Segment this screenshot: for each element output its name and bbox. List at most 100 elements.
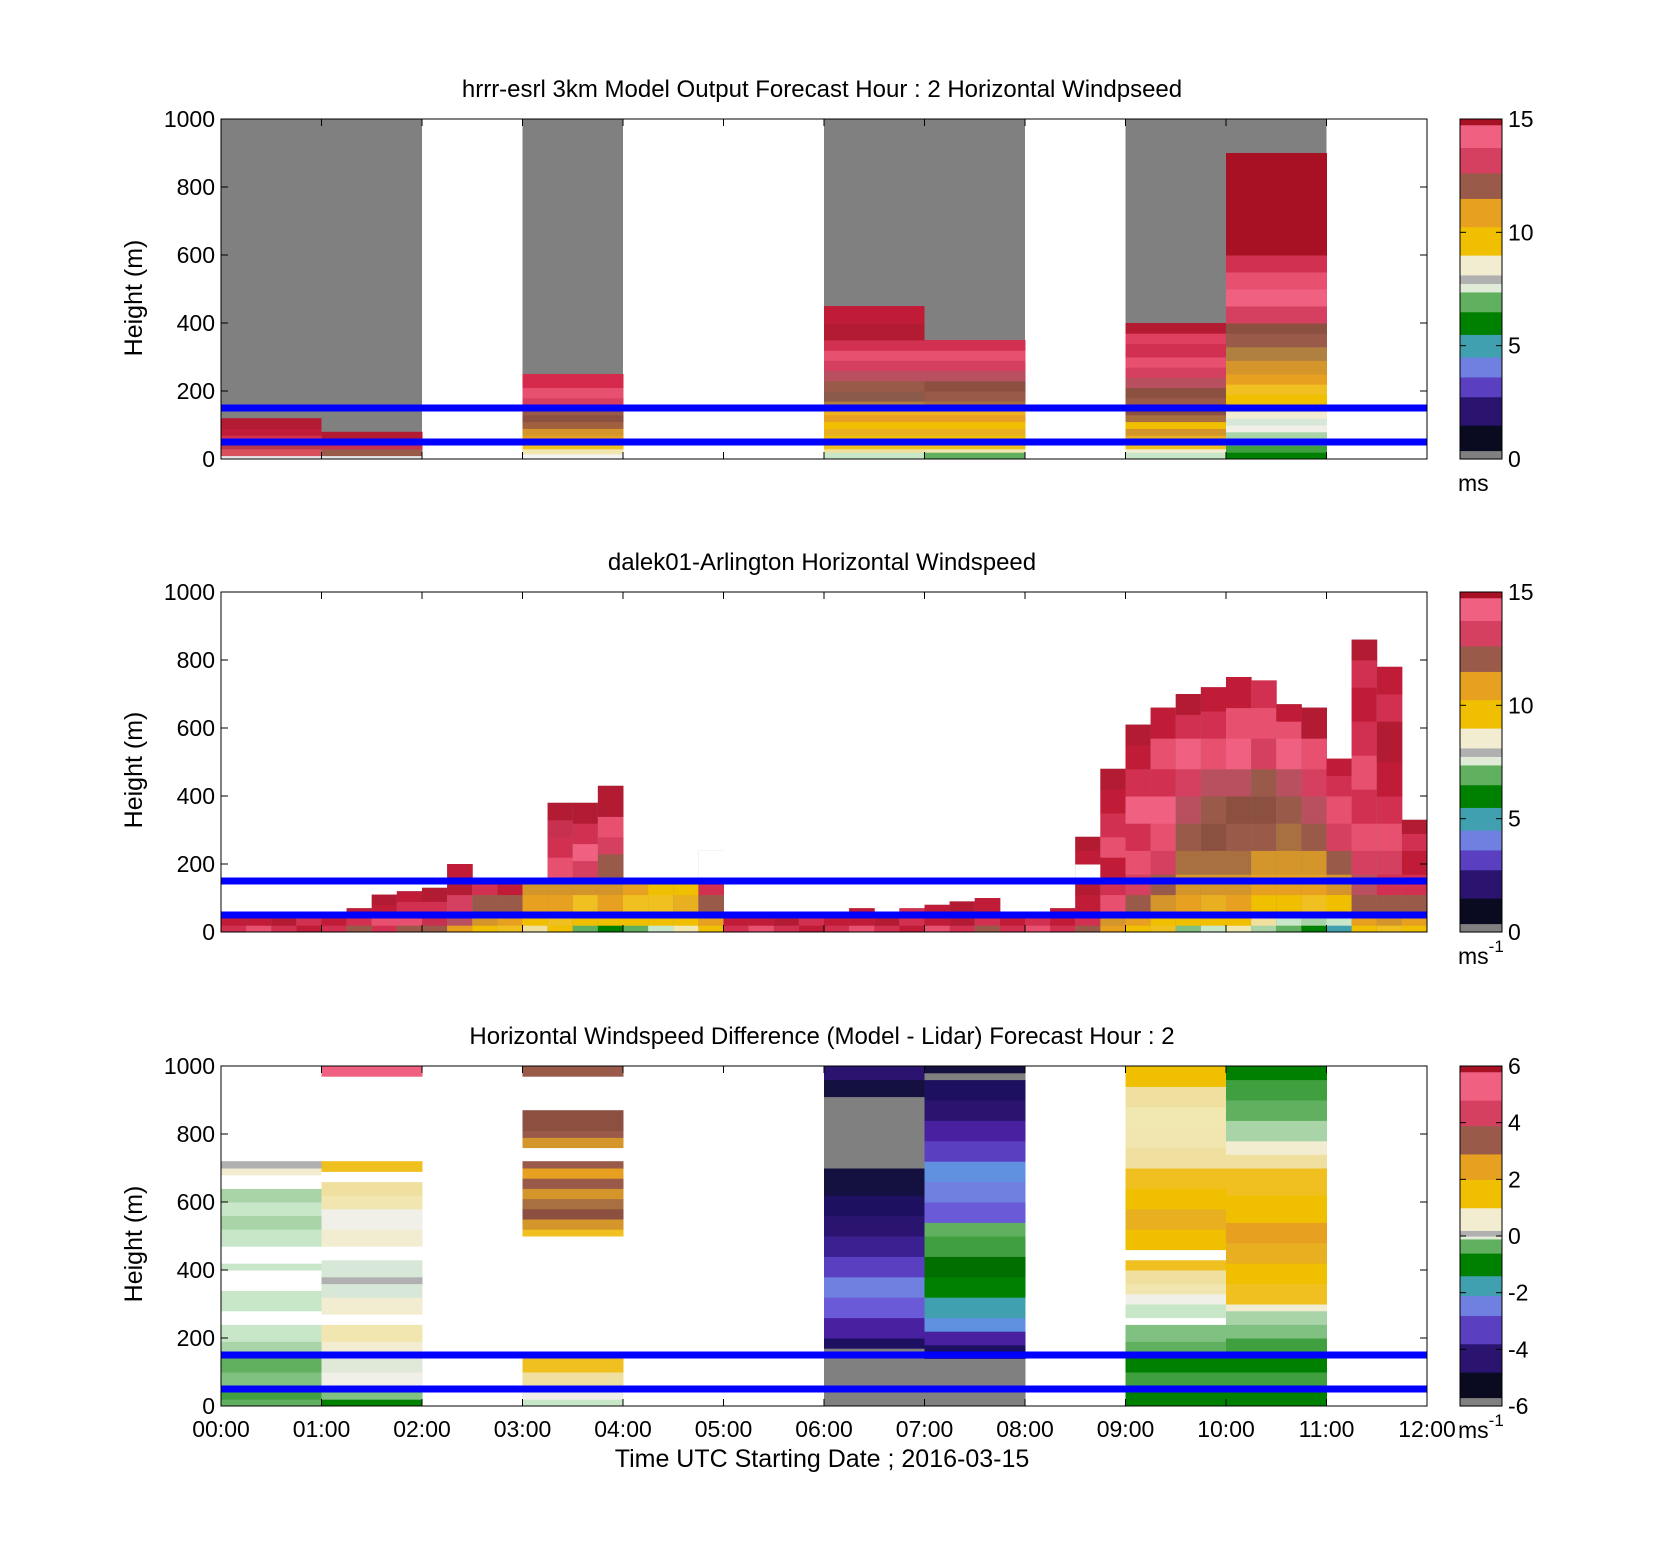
- heatmap-cell: [1226, 850, 1252, 875]
- heatmap-cell: [321, 1283, 423, 1298]
- colorbar-cell: [1460, 1131, 1502, 1135]
- colorbar-cell: [1460, 1343, 1502, 1348]
- colorbar-cell: [1460, 359, 1502, 364]
- colorbar-cell: [1460, 849, 1502, 854]
- heatmap-cell: [1150, 768, 1177, 797]
- colorbar-cell: [1460, 1318, 1502, 1322]
- heatmap-cell: [1226, 1389, 1327, 1407]
- colorbar-cell: [1460, 416, 1502, 420]
- heatmap-cell: [1226, 306, 1327, 324]
- heatmap-cell: [824, 391, 925, 402]
- heatmap-cell: [1226, 874, 1252, 896]
- heatmap-cell: [1351, 687, 1378, 722]
- heatmap-cell: [547, 819, 574, 838]
- heatmap-cell: [396, 925, 423, 933]
- heatmap-cell: [1401, 874, 1428, 896]
- heatmap-cell: [1226, 431, 1327, 440]
- colorbar-cell: [1460, 1374, 1502, 1379]
- heatmap-cell: [698, 925, 724, 933]
- heatmap-cell: [572, 802, 599, 824]
- x-tick-label: 07:00: [896, 1416, 954, 1442]
- heatmap-cell: [296, 925, 322, 933]
- colorbar-cell: [1460, 623, 1502, 627]
- colorbar-unit: ms: [1458, 470, 1489, 496]
- colorbar-cell: [1460, 1236, 1502, 1240]
- heatmap-cell: [1226, 1304, 1327, 1312]
- colorbar-cell: [1460, 263, 1502, 267]
- colorbar-cell: [1460, 1309, 1502, 1314]
- colorbar-cell: [1460, 427, 1502, 432]
- colorbar-tick-label: 0: [1508, 919, 1521, 945]
- colorbar-cell: [1460, 609, 1502, 613]
- colorbar-cell: [1460, 187, 1502, 191]
- colorbar-cell: [1460, 1312, 1502, 1316]
- colorbar-cell: [1460, 759, 1502, 763]
- colorbar-cell: [1460, 422, 1502, 426]
- y-tick-label: 0: [202, 446, 215, 472]
- heatmap-cell: [648, 884, 674, 896]
- colorbar-cell: [1460, 762, 1502, 766]
- colorbar-cell: [1460, 662, 1502, 667]
- colorbar-cell: [1460, 1068, 1502, 1073]
- heatmap-cell: [1326, 796, 1353, 824]
- heatmap-cell: [648, 894, 674, 913]
- colorbar-cell: [1460, 1105, 1502, 1110]
- reference-line: [221, 1351, 1427, 1359]
- colorbar-cell: [1460, 640, 1502, 644]
- heatmap-cell: [522, 1372, 624, 1390]
- heatmap-cell: [1251, 850, 1277, 875]
- heatmap-cell: [999, 915, 1026, 926]
- heatmap-cell: [597, 894, 624, 913]
- colorbar-cell: [1460, 255, 1502, 259]
- y-tick-label: 800: [177, 1121, 215, 1147]
- colorbar-cell: [1460, 1355, 1502, 1359]
- heatmap-cell: [1351, 755, 1378, 790]
- heatmap-cell: [547, 894, 574, 913]
- heatmap-cell: [472, 925, 498, 933]
- heatmap-cell: [824, 1317, 925, 1339]
- colorbar-cell: [1460, 917, 1502, 922]
- colorbar-cell: [1460, 354, 1502, 358]
- colorbar-cell: [1460, 699, 1502, 704]
- heatmap-cell: [321, 1324, 423, 1342]
- heatmap-cell: [1401, 894, 1428, 913]
- colorbar-cell: [1460, 909, 1502, 913]
- colorbar-cell: [1460, 841, 1502, 845]
- heatmap-cell: [1351, 823, 1378, 851]
- heatmap-cell: [1226, 346, 1327, 361]
- colorbar-tick-label: 10: [1508, 692, 1534, 718]
- colorbar-cell: [1460, 269, 1502, 273]
- colorbar-cell: [1460, 1182, 1502, 1186]
- x-tick-label: 05:00: [695, 1416, 753, 1442]
- y-tick-label: 1000: [164, 106, 215, 132]
- colorbar-cell: [1460, 1219, 1502, 1223]
- colorbar-cell: [1460, 189, 1502, 194]
- heatmap-cell: [924, 414, 1026, 423]
- colorbar-cell: [1460, 1270, 1502, 1274]
- heatmap-cell: [1125, 1249, 1227, 1261]
- colorbar-cell: [1460, 750, 1502, 755]
- heatmap-cell: [1175, 850, 1202, 875]
- reference-line: [221, 877, 1427, 885]
- heatmap-cell: [1376, 894, 1403, 913]
- heatmap-cell: [1125, 1389, 1227, 1407]
- colorbar-cell: [1460, 858, 1502, 862]
- heatmap-cell: [1125, 377, 1227, 389]
- heatmap-cell: [924, 1066, 1026, 1074]
- colorbar-cell: [1460, 396, 1502, 401]
- heatmap-cell: [824, 1066, 925, 1081]
- colorbar-cell: [1460, 306, 1502, 310]
- panel-2-ylabel: Height (m): [120, 712, 148, 829]
- heatmap-cell: [824, 448, 925, 453]
- heatmap-cell: [371, 915, 398, 926]
- reference-line: [221, 438, 1427, 446]
- colorbar-cell: [1460, 456, 1502, 460]
- colorbar-cell: [1460, 453, 1502, 457]
- colorbar-cell: [1460, 660, 1502, 664]
- heatmap-cell: [924, 1358, 1026, 1407]
- heatmap-cell: [824, 350, 925, 361]
- heatmap-cell: [673, 884, 699, 896]
- heatmap-cell: [1125, 1293, 1227, 1305]
- heatmap-cell: [221, 1168, 322, 1176]
- heatmap-cell: [221, 1355, 322, 1373]
